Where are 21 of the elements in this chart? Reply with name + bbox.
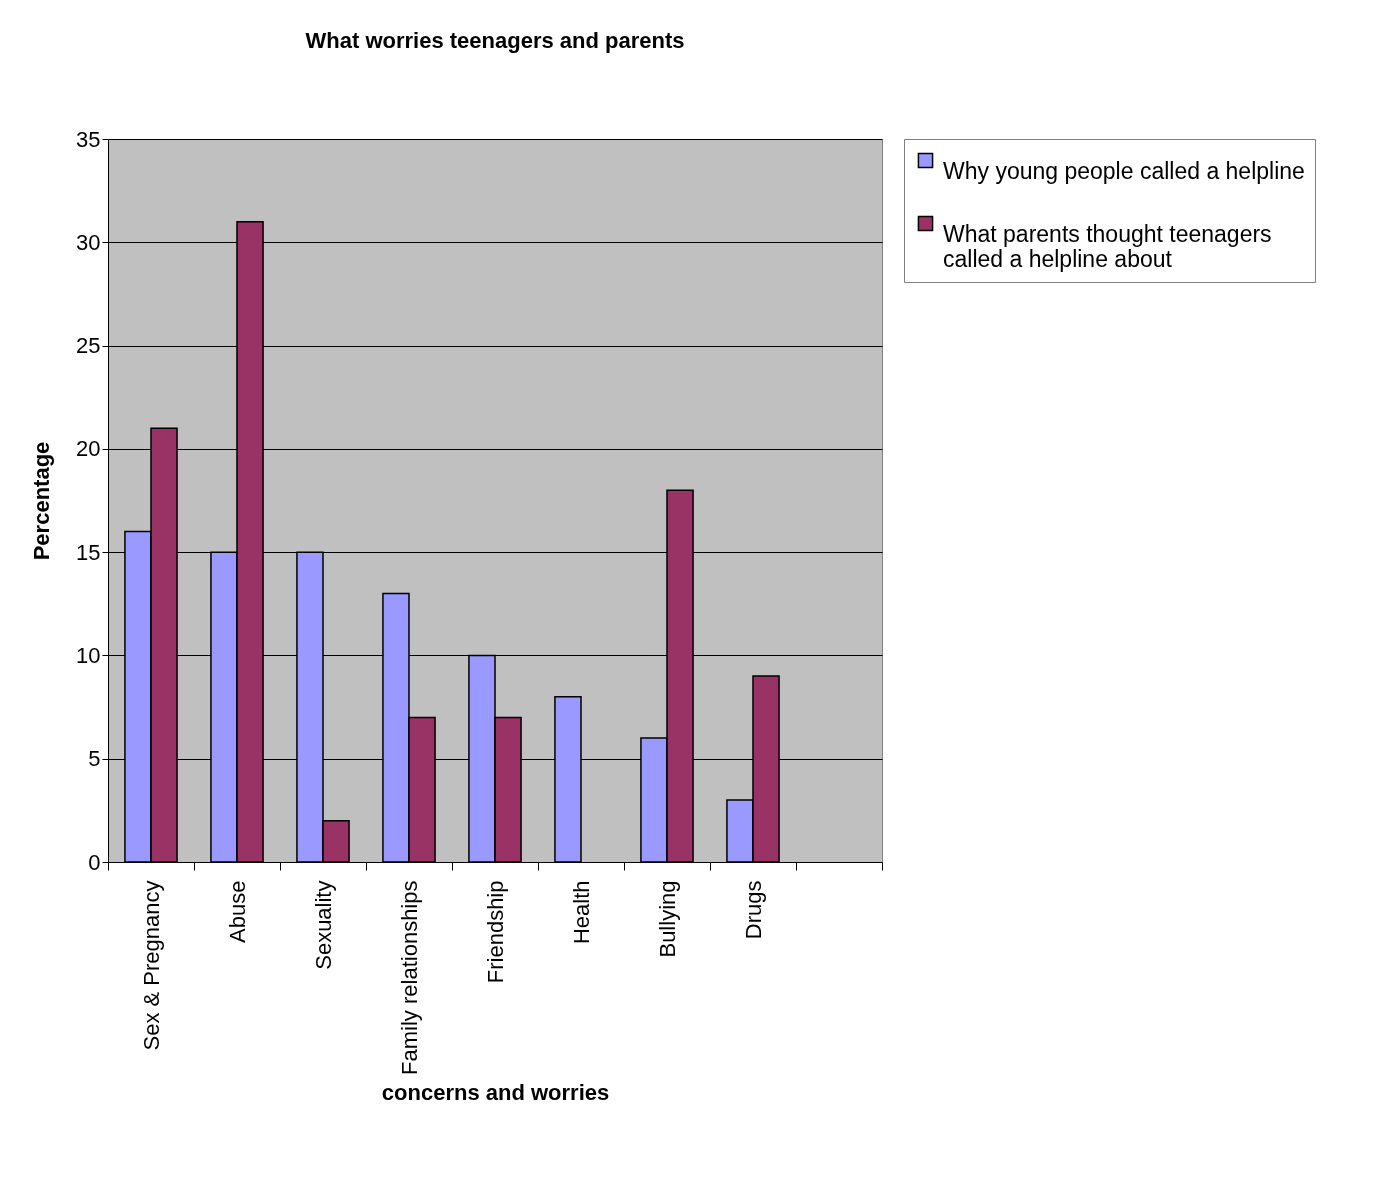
y-axis-title: Percentage: [29, 441, 55, 561]
chart-title: What worries teenagers and parents: [305, 28, 685, 53]
x-tick-label: Sexuality: [310, 880, 336, 970]
x-tick-label: Health: [568, 880, 594, 945]
y-tick-label: 20: [76, 436, 101, 462]
y-tick-label: 5: [88, 746, 101, 772]
y-tick-label: 0: [88, 849, 101, 875]
y-tick-label: 35: [76, 126, 101, 152]
x-tick-label: Family relationships: [396, 880, 422, 1075]
x-tick-label: Sex & Pregnancy: [138, 880, 164, 1051]
x-tick-label: Drugs: [740, 880, 766, 940]
x-tick-label: Friendship: [482, 880, 508, 984]
y-tick-label: 25: [76, 333, 101, 359]
y-tick-label: 10: [76, 642, 101, 668]
legend-label: Why young people called a helpline: [943, 157, 1305, 184]
x-tick-label: Bullying: [654, 880, 680, 958]
y-tick-label: 30: [76, 229, 101, 255]
x-axis-title: concerns and worries: [381, 1079, 610, 1105]
y-tick-label: 15: [76, 539, 101, 565]
legend-label: What parents thought teenagers called a helpline about: [943, 220, 1272, 272]
x-tick-label: Abuse: [224, 880, 250, 943]
